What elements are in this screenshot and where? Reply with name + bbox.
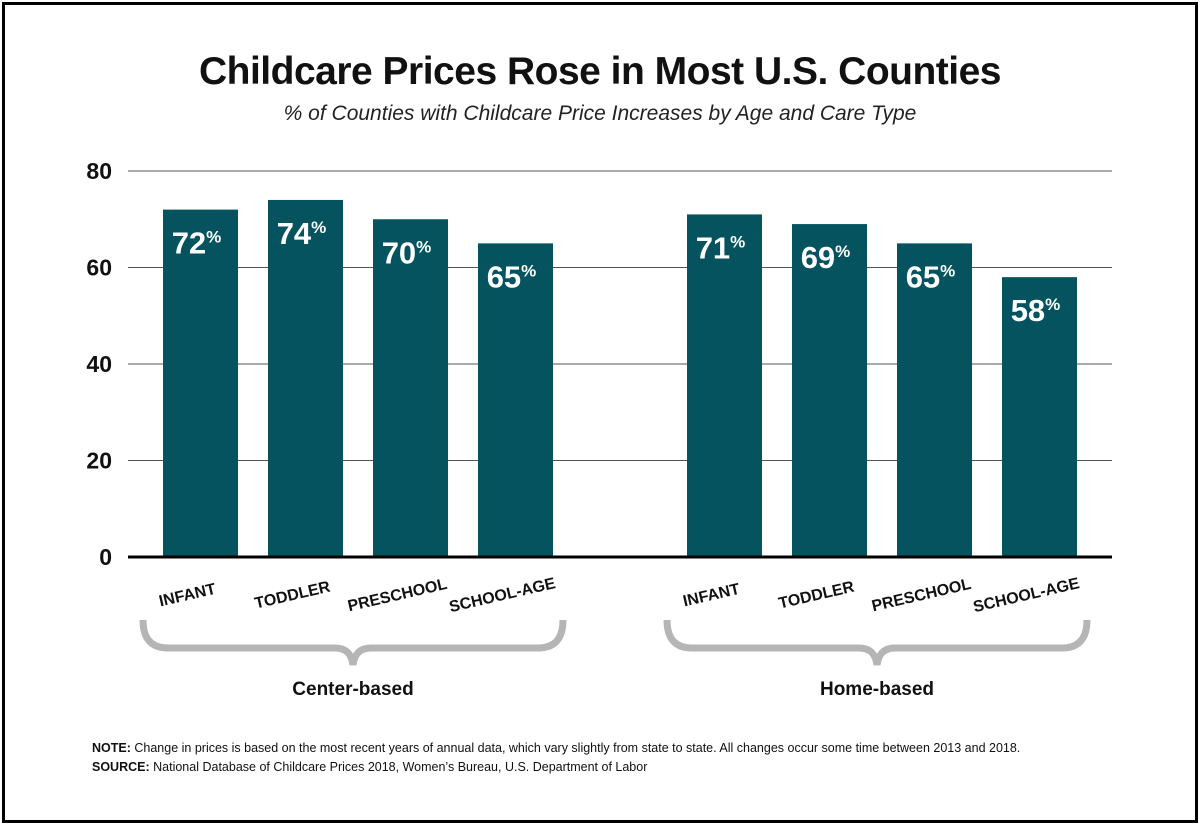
- source-text: National Database of Childcare Prices 20…: [149, 760, 648, 774]
- x-tick-label: SCHOOL-AGE: [972, 575, 1082, 616]
- bar: [163, 209, 238, 557]
- x-tick-label: INFANT: [681, 581, 741, 611]
- group-label: Center-based: [292, 679, 413, 700]
- y-tick-label: 0: [99, 544, 112, 570]
- note-line: NOTE: Change in prices is based on the m…: [92, 739, 1122, 758]
- bar: [792, 224, 867, 557]
- chart-subtitle: % of Counties with Childcare Price Incre…: [283, 102, 917, 125]
- bar: [897, 243, 972, 557]
- bar: [478, 243, 553, 557]
- source-label: SOURCE:: [92, 760, 150, 774]
- note-label: NOTE:: [92, 741, 131, 755]
- y-tick-label: 40: [86, 351, 112, 377]
- source-line: SOURCE: National Database of Childcare P…: [92, 758, 1122, 777]
- bar: [687, 214, 762, 558]
- bar: [373, 219, 448, 557]
- x-tick-label: PRESCHOOL: [346, 576, 449, 615]
- footnote: NOTE: Change in prices is based on the m…: [92, 739, 1122, 777]
- bar: [268, 199, 343, 557]
- y-tick-label: 60: [86, 255, 112, 281]
- x-tick-label: TODDLER: [777, 579, 856, 613]
- chart-title: Childcare Prices Rose in Most U.S. Count…: [198, 50, 1002, 93]
- x-tick-label: SCHOOL-AGE: [448, 575, 558, 616]
- group-brace: [139, 619, 567, 666]
- bar: [1002, 277, 1077, 557]
- y-tick-label: 80: [86, 158, 112, 184]
- group-label: Home-based: [820, 679, 934, 700]
- x-tick-label: INFANT: [157, 581, 217, 611]
- x-tick-label: PRESCHOOL: [870, 576, 973, 615]
- note-text: Change in prices is based on the most re…: [130, 741, 1021, 755]
- x-tick-label: TODDLER: [253, 579, 332, 613]
- group-brace: [663, 619, 1091, 666]
- y-tick-label: 20: [86, 448, 112, 474]
